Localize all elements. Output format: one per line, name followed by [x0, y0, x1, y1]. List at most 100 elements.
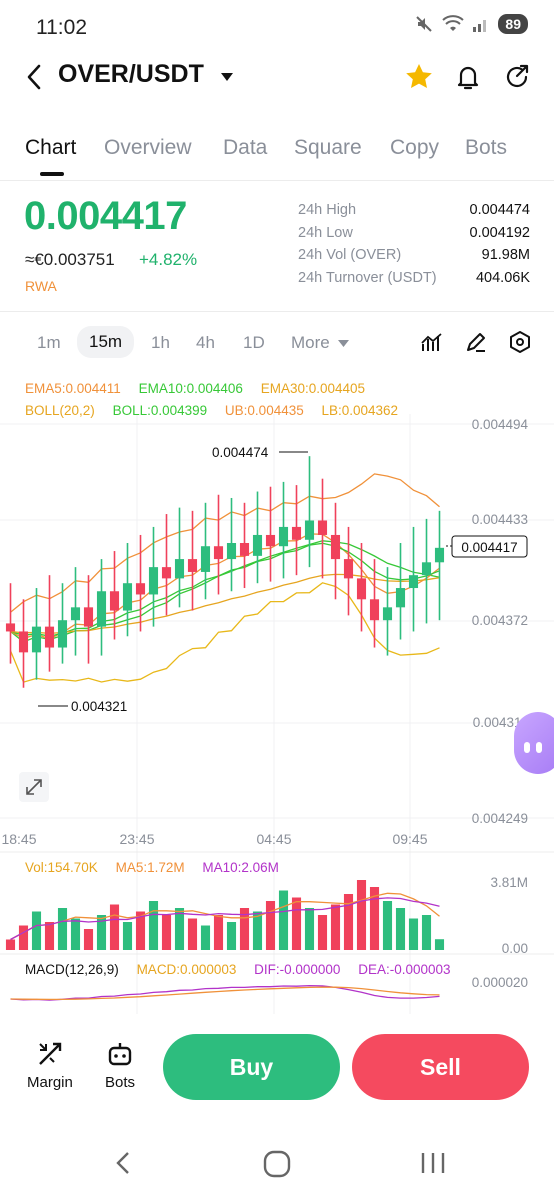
ema-legend: EMA5:0.004411 EMA10:0.004406 EMA30:0.004… [25, 381, 379, 396]
volume-bar [434, 939, 445, 950]
ema5-label: EMA5:0.004411 [25, 381, 121, 396]
buy-button[interactable]: Buy [163, 1034, 340, 1100]
assistant-eye [524, 742, 530, 753]
last-price: 0.004417 [24, 194, 187, 238]
volume-bar [278, 890, 289, 950]
volume-bar [330, 904, 341, 950]
candle-body [408, 575, 419, 589]
interval-1d[interactable]: 1D [243, 333, 265, 352]
candle-body [356, 578, 367, 600]
recent-apps-icon[interactable] [421, 1153, 445, 1173]
tab-overview[interactable]: Overview [104, 136, 192, 159]
tab-chart[interactable]: Chart [25, 136, 77, 159]
vol-tick: 0.00 [502, 941, 528, 956]
candle-body [252, 534, 263, 556]
stat-value: 404.06K [475, 269, 530, 286]
ema30-label: EMA30:0.004405 [260, 381, 366, 396]
volume-bar [174, 908, 185, 950]
expand-icon[interactable] [19, 772, 49, 802]
macd-value-label: MACD:0.000003 [136, 962, 237, 977]
volume-bar [5, 939, 16, 950]
star-icon[interactable] [404, 62, 434, 92]
tab-square[interactable]: Square [294, 136, 362, 159]
back-nav-icon[interactable] [116, 1152, 129, 1174]
volume-bar [317, 915, 328, 950]
bots-button[interactable]: Bots [105, 1040, 135, 1091]
volume-bar [239, 908, 250, 950]
ema10-label: EMA10:0.004406 [138, 381, 243, 396]
y-tick: 0.004372 [472, 613, 528, 628]
candle-body [330, 534, 341, 560]
volume-bar [265, 901, 276, 950]
y-tick: 0.004249 [472, 811, 528, 826]
candle-body [304, 520, 315, 540]
ema30-line [10, 573, 440, 635]
y-tick: 0.004433 [472, 512, 528, 527]
pair-title[interactable]: OVER/USDT [58, 60, 204, 88]
share-icon[interactable] [502, 62, 532, 92]
candle-body [135, 583, 146, 595]
stat-row-low: 24h Low 0.004192 [298, 225, 530, 248]
candle-body [434, 547, 445, 563]
stat-value: 0.004474 [469, 202, 530, 218]
sell-button[interactable]: Sell [352, 1034, 529, 1100]
battery-indicator: 89 [498, 14, 528, 34]
bell-icon[interactable] [453, 62, 483, 92]
ema10-line [10, 542, 440, 637]
x-tick: 23:45 [119, 831, 154, 847]
indicator-icon[interactable] [420, 330, 444, 354]
tab-bots[interactable]: Bots [465, 136, 508, 159]
volume-bar [161, 915, 172, 950]
interval-15m[interactable]: 15m [77, 326, 135, 358]
stat-label: 24h Turnover (USDT) [298, 269, 437, 286]
y-tick: 0.004494 [472, 417, 529, 432]
volume-bar [200, 925, 211, 950]
volume-bar [44, 922, 55, 950]
candle-body [369, 599, 380, 621]
candle-body [239, 543, 250, 556]
back-icon[interactable] [22, 62, 48, 92]
candle-body [382, 607, 393, 621]
status-icons: 89 [414, 14, 528, 34]
vol-ma5-label: MA5:1.72M [115, 860, 185, 875]
candle-body [226, 543, 237, 560]
candle-body [395, 588, 406, 608]
volume-bar [31, 911, 42, 950]
last-price-box [451, 535, 528, 558]
high-label: 0.004474 [212, 445, 269, 460]
vol-label: Vol:154.70K [25, 860, 98, 875]
candles [5, 456, 445, 688]
tab-copy[interactable]: Copy [390, 136, 440, 159]
interval-1h[interactable]: 1h [151, 333, 170, 352]
ub-label: UB:0.004435 [224, 403, 304, 418]
signal-icon [473, 20, 487, 32]
price-change: +4.82% [139, 250, 198, 269]
stat-value: 91.98M [481, 247, 530, 263]
stat-value: 0.004192 [469, 224, 530, 241]
boll-lower-line [9, 582, 440, 683]
interval-more[interactable]: More [291, 333, 350, 353]
dropdown-caret-icon[interactable] [220, 72, 234, 82]
margin-button[interactable]: Margin [27, 1040, 73, 1091]
candle-body [31, 626, 42, 653]
interval-4h[interactable]: 4h [196, 333, 215, 352]
candle-body [187, 559, 198, 572]
interval-1m[interactable]: 1m [37, 333, 61, 352]
vol-ma10-label: MA10:2.06M [202, 860, 279, 875]
volume-legend: Vol:154.70K MA5:1.72M MA10:2.06M [25, 860, 293, 875]
tab-active-indicator [40, 172, 64, 176]
volume-bar [226, 922, 237, 950]
fiat-price: ≈€0.003751 [25, 250, 115, 269]
candle-body [18, 631, 29, 653]
candle-body [57, 620, 68, 648]
home-icon[interactable] [263, 1150, 291, 1178]
bot-icon [108, 1043, 132, 1066]
draw-pencil-icon[interactable] [464, 330, 488, 354]
price-chart[interactable]: 0.004494 0.004433 0.004372 0.004311 0.00… [0, 374, 554, 1014]
main-tabs: Chart Overview Data Square Copy Bots [0, 128, 554, 178]
settings-hex-icon[interactable] [508, 330, 532, 354]
category-tag[interactable]: RWA [25, 278, 57, 294]
tab-data[interactable]: Data [223, 136, 268, 159]
header: OVER/USDT [0, 54, 554, 100]
assistant-bubble[interactable] [514, 712, 554, 774]
